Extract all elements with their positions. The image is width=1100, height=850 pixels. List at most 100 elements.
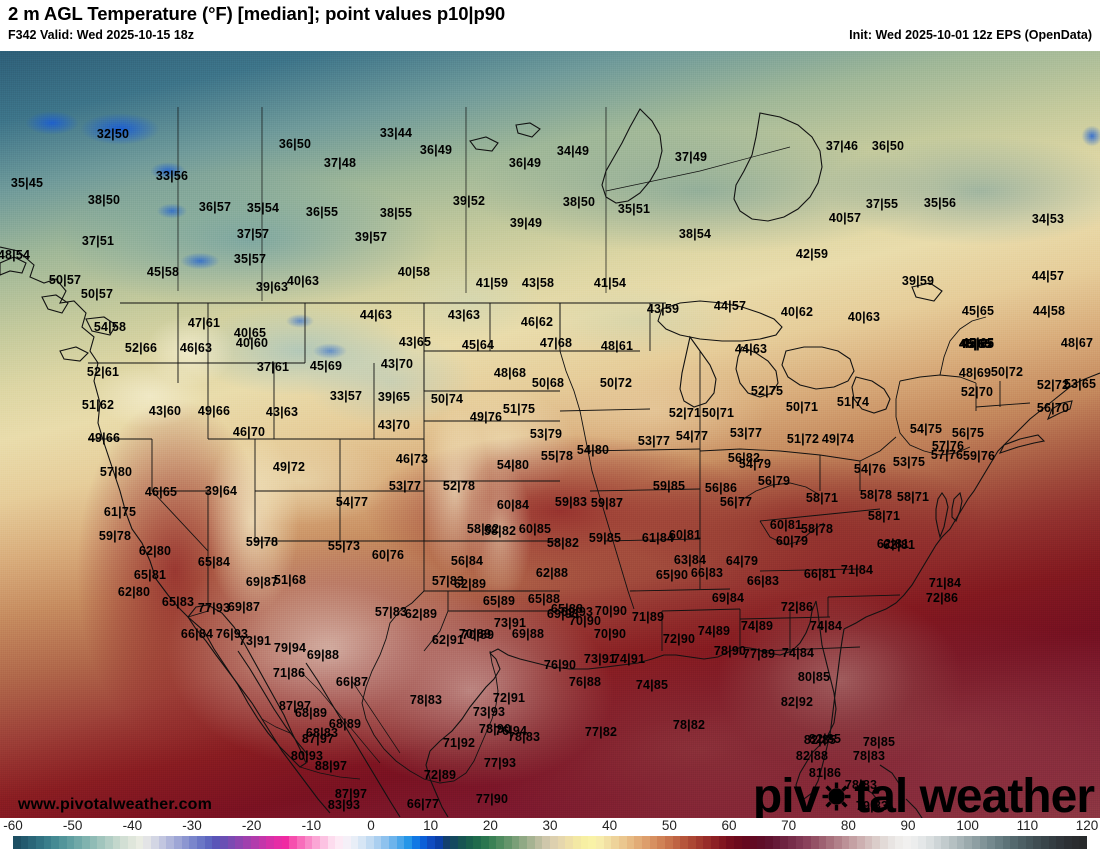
point-value-label: 50|57	[48, 273, 82, 287]
colorbar-swatch	[227, 836, 236, 849]
colorbar-swatch	[772, 836, 781, 849]
point-value-label: 37|55	[865, 197, 899, 211]
colorbar-swatch	[235, 836, 244, 849]
colorbar-tick-labels: -60 -50 -40 -30 -20 -10 0 10 20 30 40 50 60 70 80 90 100…	[0, 818, 1100, 836]
point-value-label: 78|82	[672, 718, 706, 732]
point-value-label: 55|78	[540, 449, 574, 463]
point-value-label: 37|57	[236, 227, 270, 241]
point-value-label: 60|84	[496, 498, 530, 512]
colorbar-swatch	[634, 836, 643, 849]
point-value-label: 73|93	[472, 705, 506, 719]
point-value-label: 52|70	[960, 385, 994, 399]
point-value-label: 36|57	[198, 200, 232, 214]
point-value-label: 61|84	[641, 531, 675, 545]
colorbar-swatch	[504, 836, 512, 849]
point-value-label: 42|59	[795, 247, 829, 261]
colorbar-swatch	[542, 836, 551, 849]
point-value-label: 78|85	[862, 735, 896, 749]
point-value-label: 64|79	[725, 554, 759, 568]
point-value-label: 50|72	[599, 376, 633, 390]
point-value-label: 62|89	[404, 607, 438, 621]
point-value-label: 34|49	[556, 144, 590, 158]
colorbar[interactable]: -60 -50 -40 -30 -20 -10 0 10 20 30 40 50 60 70 80 90 100…	[0, 818, 1100, 850]
colorbar-tick: 10	[423, 818, 439, 833]
point-value-label: 76|90	[543, 658, 577, 672]
point-value-label: 51|75	[502, 402, 536, 416]
colorbar-tick: 90	[900, 818, 916, 833]
point-value-label: 73|91	[238, 634, 272, 648]
point-value-label: 35|51	[617, 202, 651, 216]
colorbar-swatch	[695, 836, 704, 849]
point-value-label: 62|88	[535, 566, 569, 580]
colorbar-swatch	[872, 836, 880, 849]
point-value-label: 48|69	[958, 366, 992, 380]
point-value-label: 68|83	[305, 726, 339, 740]
colorbar-swatch	[895, 836, 903, 849]
colorbar-swatch	[925, 836, 934, 849]
point-value-label: 33|57	[329, 389, 363, 403]
colorbar-swatch	[519, 836, 528, 849]
colorbar-swatch	[1079, 836, 1088, 849]
colorbar-swatch	[59, 836, 67, 849]
colorbar-swatch	[1064, 836, 1072, 849]
temperature-map[interactable]: 32|50 35|45 38|50 33|56 37|51 48|54 50|57 50|57…	[0, 51, 1100, 818]
point-value-label: 58|78	[859, 488, 893, 502]
point-value-label: 66|81	[803, 567, 837, 581]
colorbar-swatch	[434, 836, 443, 849]
point-value-label: 43|63	[265, 405, 299, 419]
colorbar-swatch	[657, 836, 666, 849]
point-value-label: 43|65	[398, 335, 432, 349]
point-value-label: 37|51	[81, 234, 115, 248]
point-value-label: 63|84	[673, 553, 707, 567]
point-value-label: 54|80	[576, 443, 610, 457]
colorbar-swatch	[82, 836, 90, 849]
point-value-label: 58|78	[800, 522, 834, 536]
point-value-label: 43|60	[148, 404, 182, 418]
colorbar-swatch	[450, 836, 458, 849]
point-value-label: 65|88	[527, 592, 561, 606]
colorbar-swatch	[879, 836, 888, 849]
point-value-label: 87|97	[301, 732, 335, 746]
colorbar-swatch	[787, 836, 796, 849]
site-url-watermark: www.pivotalweather.com	[18, 796, 213, 813]
point-value-label: 38|54	[678, 227, 712, 241]
point-value-label: 41|59	[475, 276, 509, 290]
colorbar-swatch	[749, 836, 758, 849]
point-value-label: 82|92	[780, 695, 814, 709]
point-value-label: 82|85	[803, 733, 837, 747]
point-value-label: 45|58	[146, 265, 180, 279]
colorbar-swatch	[565, 836, 574, 849]
point-value-label: 50|71	[785, 400, 819, 414]
colorbar-swatch	[158, 836, 167, 849]
point-value-label: 74|91	[612, 652, 646, 666]
point-value-label: 46|62	[520, 315, 554, 329]
point-value-label: 78|83	[507, 730, 541, 744]
point-value-label: 43|70	[377, 418, 411, 432]
point-value-label: 46|73	[395, 452, 429, 466]
point-value-label: 54|79	[738, 457, 772, 471]
colorbar-swatch	[89, 836, 98, 849]
colorbar-swatch	[304, 836, 313, 849]
point-value-label: 39|57	[354, 230, 388, 244]
point-value-label: 35|45	[10, 176, 44, 190]
colorbar-swatch	[143, 836, 152, 849]
point-value-label: 59|87	[590, 496, 624, 510]
point-value-label: 57|83	[431, 574, 465, 588]
colorbar-swatch	[166, 836, 175, 849]
point-value-label: 48|54	[0, 248, 31, 262]
colorbar-swatch	[734, 836, 742, 849]
colorbar-tick: 0	[367, 818, 375, 833]
point-value-label: 33|44	[379, 126, 413, 140]
colorbar-swatch	[826, 836, 834, 849]
colorbar-swatch	[1010, 836, 1019, 849]
colorbar-swatch	[573, 836, 581, 849]
point-value-label: 87|97	[278, 699, 312, 713]
colorbar-swatch	[465, 836, 474, 849]
point-value-label: 59|76	[962, 449, 996, 463]
colorbar-tick: 20	[482, 818, 498, 833]
point-value-label: 66|77	[406, 797, 440, 811]
colorbar-swatch	[810, 836, 819, 849]
colorbar-swatch	[902, 836, 911, 849]
point-value-label: 40|58	[397, 265, 431, 279]
point-value-label: 69|93	[560, 605, 594, 619]
